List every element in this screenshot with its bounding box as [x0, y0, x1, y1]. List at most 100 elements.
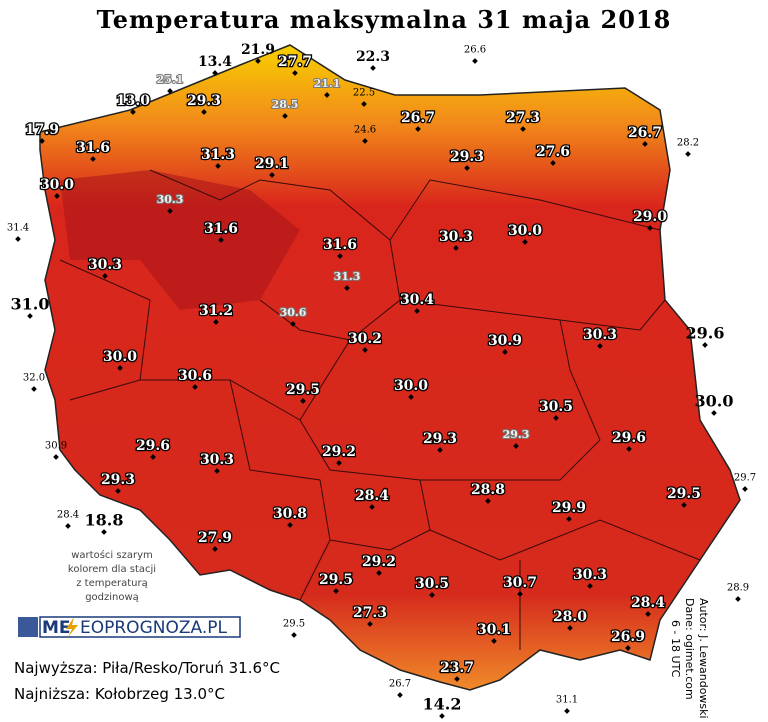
station-temp: 13.4: [198, 54, 232, 70]
station-dot: [90, 156, 96, 162]
station-dot: [369, 504, 375, 510]
station-dot: [27, 313, 33, 319]
station-temp: 18.8: [85, 511, 124, 530]
station-dot: [290, 321, 296, 327]
station-dot: [362, 138, 368, 144]
station-temp: 29.6: [686, 324, 725, 343]
station-temp: 28.5: [272, 98, 299, 111]
station-temp: 29.3: [450, 149, 484, 165]
station-temp: 30.3: [200, 452, 234, 468]
station-dot: [502, 349, 508, 355]
station-dot: [115, 488, 121, 494]
station-temp: 29.0: [633, 209, 667, 225]
station-dot: [742, 486, 748, 492]
station-dot: [215, 163, 221, 169]
station-dot: [564, 708, 570, 714]
station-temp: 27.3: [506, 110, 540, 126]
station-temp: 29.5: [319, 572, 353, 588]
station-temp: 30.3: [583, 327, 617, 343]
station-temp: 26.7: [401, 110, 435, 126]
station-temp: 29.3: [187, 93, 221, 109]
station-dot: [491, 638, 497, 644]
station-temp: 29.7: [734, 473, 756, 484]
station-temp: 29.5: [667, 486, 701, 502]
station-dot: [201, 109, 207, 115]
station-temp: 31.6: [323, 237, 357, 253]
facebook-icon: [18, 617, 38, 637]
station-temp: 26.7: [628, 125, 662, 141]
station-dot: [65, 523, 71, 529]
map-title: Temperatura maksymalna 31 maja 2018: [97, 5, 672, 34]
note-line: z temperaturą: [76, 578, 147, 589]
station-temp: 30.0: [508, 223, 542, 239]
station-dot: [333, 588, 339, 594]
station-temp: 17.9: [25, 122, 59, 138]
footer-max: Najwyższa: Piła/Resko/Toruń 31.6°C: [14, 659, 280, 677]
station-dot: [117, 365, 123, 371]
station-dot: [681, 502, 687, 508]
station-dot: [414, 308, 420, 314]
station-temp: 24.6: [354, 125, 376, 136]
station-dot: [439, 713, 445, 719]
station-temp: 30.5: [415, 576, 449, 592]
station-dot: [711, 410, 717, 416]
station-dot: [464, 165, 470, 171]
station-temp: 29.6: [612, 430, 646, 446]
station-temp: 29.5: [286, 382, 320, 398]
station-temp: 30.1: [477, 622, 511, 638]
station-dot: [522, 239, 528, 245]
poland-outline: [39, 44, 741, 691]
station-temp: 21.1: [314, 77, 341, 90]
station-dot: [415, 126, 421, 132]
station-temp: 29.2: [322, 444, 356, 460]
station-temp: 26.9: [611, 629, 645, 645]
footer-min: Najniższa: Kołobrzeg 13.0°C: [14, 685, 225, 703]
logo: ME EOPROGNOZA.PL: [18, 616, 241, 638]
station-dot: [344, 285, 350, 291]
station-temp: 31.4: [7, 223, 29, 234]
station-temp: 30.4: [400, 292, 434, 308]
stations: 13.4 21.9 22.3 26.6 25.1 27.721.1 22.5 13.0 29.3…: [7, 42, 756, 719]
station-dot: [485, 498, 491, 504]
station-temp: 30.3: [88, 257, 122, 273]
station-temp: 26.6: [464, 45, 486, 56]
station-temp: 29.3: [101, 472, 135, 488]
credit: Dane: ogimet.com: [683, 598, 696, 700]
station-dot: [397, 692, 403, 698]
station-dot: [645, 611, 651, 617]
station-dot: [517, 591, 523, 597]
station-dot: [625, 645, 631, 651]
logo-bolt: [66, 617, 78, 637]
station-temp: 30.8: [273, 506, 307, 522]
station-temp: 25.1: [157, 73, 184, 86]
note-line: wartości szarym: [71, 549, 152, 561]
station-dot: [53, 454, 59, 460]
note-line: godzinową: [85, 592, 139, 603]
station-dot: [291, 632, 297, 638]
station-temp: 26.7: [389, 679, 411, 690]
station-temp: 31.0: [11, 295, 50, 314]
station-dot: [597, 343, 603, 349]
note-line: kolorem dla stacji: [68, 564, 156, 575]
station-dot: [324, 92, 330, 98]
station-temp: 22.5: [353, 88, 375, 99]
station-temp: 31.1: [556, 695, 578, 706]
station-dot: [300, 398, 306, 404]
station-dot: [282, 113, 288, 119]
station-temp: 30.3: [439, 229, 473, 245]
station-temp: 30.2: [348, 331, 382, 347]
station-temp: 29.9: [552, 500, 586, 516]
station-temp: 27.9: [198, 530, 232, 546]
station-dot: [150, 454, 156, 460]
station-temp: 31.2: [199, 303, 233, 319]
station-temp: 14.2: [423, 695, 462, 714]
credit: 6 - 18 UTC: [669, 620, 682, 678]
station-dot: [361, 101, 367, 107]
station-dot: [218, 237, 224, 243]
station-dot: [685, 151, 691, 157]
station-dot: [31, 386, 37, 392]
station-dot: [408, 394, 414, 400]
station-temp: 29.1: [255, 156, 289, 172]
station-dot: [130, 109, 136, 115]
station-temp: 31.3: [334, 270, 361, 283]
